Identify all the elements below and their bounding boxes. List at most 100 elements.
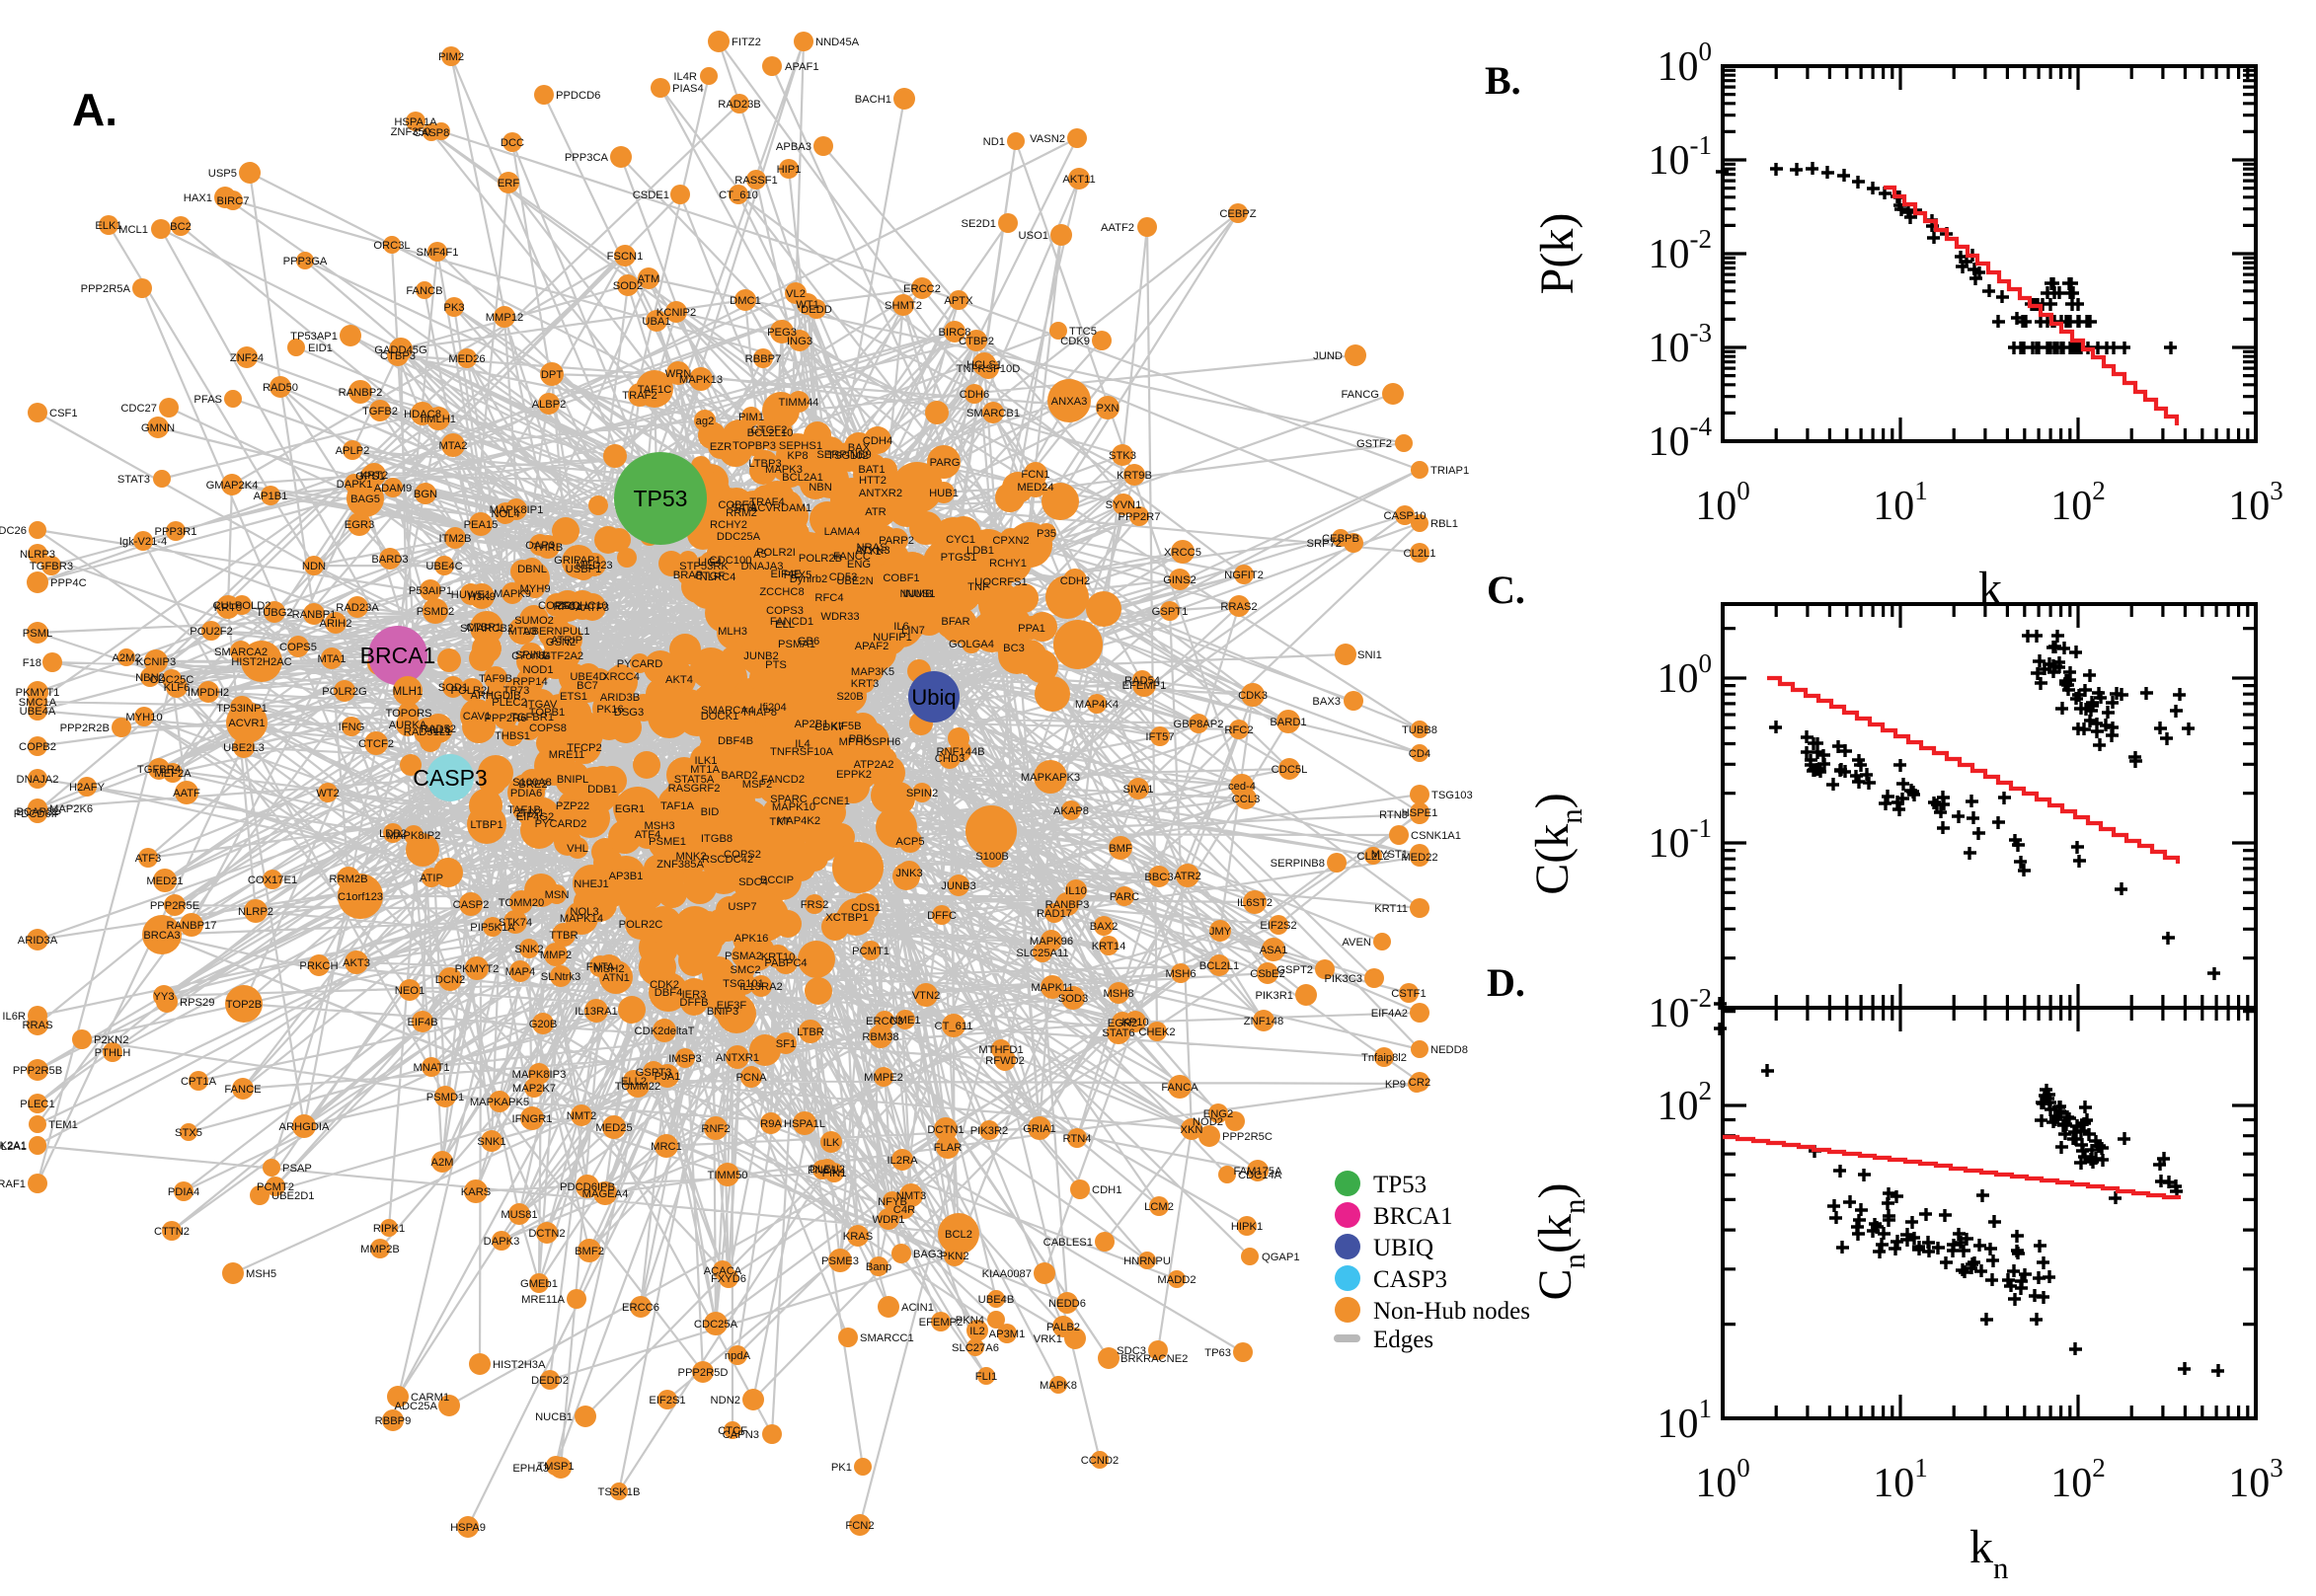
svg-text:DBF4B: DBF4B [718, 735, 753, 747]
svg-text:ATP2A2: ATP2A2 [854, 759, 894, 771]
svg-text:RFC1: RFC1 [553, 601, 581, 613]
svg-text:A5: A5 [753, 549, 767, 561]
svg-text:DCN2: DCN2 [435, 974, 465, 986]
svg-text:GMAP2K4: GMAP2K4 [206, 480, 259, 492]
svg-text:MTHFD1: MTHFD1 [978, 1044, 1023, 1056]
svg-text:MAPK3: MAPK3 [765, 464, 803, 476]
svg-text:PPP3CA: PPP3CA [565, 152, 609, 164]
svg-text:RRAS: RRAS [22, 1020, 52, 1031]
svg-text:NUMB: NUMB [900, 588, 933, 600]
svg-text:hMLH1: hMLH1 [421, 414, 456, 425]
svg-text:KRT3: KRT3 [851, 678, 879, 690]
svg-text:FXYD6: FXYD6 [711, 1273, 746, 1285]
svg-text:SLC27A6: SLC27A6 [952, 1342, 999, 1354]
svg-text:NRAS: NRAS [856, 542, 887, 554]
svg-text:TOPB1: TOPB1 [529, 707, 565, 719]
svg-text:CHD3: CHD3 [935, 753, 965, 765]
svg-text:APAF1: APAF1 [785, 61, 819, 73]
svg-text:RIPK1: RIPK1 [373, 1223, 405, 1235]
svg-text:CDK7: CDK7 [814, 722, 844, 733]
svg-text:SDC3: SDC3 [1117, 1345, 1146, 1357]
svg-text:PIAS4: PIAS4 [672, 83, 704, 95]
svg-text:MED24: MED24 [1017, 482, 1053, 494]
svg-text:SHMT2: SHMT2 [885, 300, 922, 312]
svg-text:SERPINB8: SERPINB8 [1271, 858, 1325, 870]
svg-text:MMP2: MMP2 [540, 950, 572, 961]
svg-text:TSSK1B: TSSK1B [598, 1486, 641, 1498]
svg-text:KCNIP3: KCNIP3 [136, 656, 176, 668]
svg-text:CTBP2: CTBP2 [959, 336, 994, 347]
svg-text:CTGF: CTGF [695, 570, 726, 582]
svg-text:LDB1: LDB1 [966, 545, 994, 557]
svg-text:TOP2B: TOP2B [226, 999, 262, 1011]
svg-text:TAF1B: TAF1B [507, 804, 541, 816]
svg-text:CTTN2: CTTN2 [154, 1226, 190, 1238]
svg-text:POLR2L: POLR2L [451, 685, 494, 697]
svg-text:RAD51L1: RAD51L1 [404, 726, 452, 738]
svg-text:SMARCB2: SMARCB2 [460, 623, 513, 635]
svg-text:TOPORS: TOPORS [385, 708, 431, 720]
svg-text:RBL1: RBL1 [1430, 518, 1458, 530]
svg-text:CASP3: CASP3 [413, 765, 487, 791]
svg-text:PPA1: PPA1 [1018, 623, 1045, 635]
svg-text:RAD23B: RAD23B [718, 99, 761, 111]
svg-text:WDR1: WDR1 [873, 1214, 905, 1226]
svg-text:PPP3GA: PPP3GA [283, 256, 328, 267]
svg-text:ATRIP: ATRIP [551, 635, 582, 646]
svg-text:FANCD1: FANCD1 [770, 616, 813, 628]
svg-text:DBF4: DBF4 [655, 987, 683, 999]
svg-text:CR2: CR2 [1409, 1077, 1430, 1089]
svg-text:Ubiq: Ubiq [911, 685, 956, 710]
svg-text:IL2RA: IL2RA [887, 1155, 918, 1167]
svg-text:MAP4K2: MAP4K2 [777, 815, 820, 827]
svg-text:FRS2: FRS2 [801, 899, 829, 911]
svg-text:A2M: A2M [430, 1157, 453, 1169]
svg-text:CSTF1: CSTF1 [1391, 988, 1426, 1000]
svg-text:XKN: XKN [1180, 1124, 1202, 1136]
svg-text:KIAA0087: KIAA0087 [982, 1268, 1032, 1280]
svg-text:MAPK9: MAPK9 [494, 588, 531, 600]
svg-text:BAX3: BAX3 [1312, 696, 1341, 708]
svg-text:JUNB3: JUNB3 [941, 880, 975, 892]
svg-text:BRAP: BRAP [673, 570, 703, 581]
svg-text:CARM1: CARM1 [411, 1392, 449, 1404]
svg-text:MMP2B: MMP2B [360, 1244, 400, 1255]
svg-text:NME1: NME1 [889, 1015, 920, 1026]
svg-text:TUBG2: TUBG2 [256, 607, 292, 619]
svg-text:AURKA: AURKA [389, 720, 427, 731]
svg-text:BAX: BAX [848, 442, 871, 454]
svg-text:ITGB8: ITGB8 [701, 833, 733, 845]
svg-text:MAPK10: MAPK10 [772, 801, 815, 813]
svg-text:ACVR1: ACVR1 [228, 718, 265, 729]
svg-text:P35: P35 [1037, 528, 1056, 540]
svg-text:TIMM44: TIMM44 [778, 397, 818, 409]
svg-text:TP53: TP53 [634, 486, 688, 511]
svg-text:DBNL: DBNL [517, 564, 547, 575]
svg-text:Tnfaip8l2: Tnfaip8l2 [1361, 1052, 1407, 1064]
svg-text:S100A8: S100A8 [512, 777, 552, 789]
svg-text:ATR2: ATR2 [1174, 871, 1201, 882]
svg-text:SERPINB9: SERPINB9 [816, 449, 871, 461]
svg-text:H3K9: H3K9 [468, 591, 496, 603]
svg-text:PDIA6: PDIA6 [510, 788, 542, 799]
svg-text:FANCE: FANCE [224, 1084, 261, 1096]
svg-text:COL2A1: COL2A1 [0, 1141, 27, 1153]
svg-text:KRAS: KRAS [843, 1231, 873, 1243]
svg-text:MCL1: MCL1 [118, 224, 148, 236]
svg-text:BIRC8: BIRC8 [939, 327, 971, 339]
svg-text:PNC1: PNC1 [808, 1165, 837, 1177]
svg-text:BC7: BC7 [577, 680, 598, 692]
svg-text:PALB2: PALB2 [1046, 1322, 1080, 1333]
svg-text:MAPKAPK3: MAPKAPK3 [1021, 772, 1080, 784]
svg-text:CAV1: CAV1 [463, 711, 491, 722]
svg-text:YY3: YY3 [153, 991, 174, 1003]
svg-text:npdA: npdA [725, 1350, 751, 1362]
svg-text:BMF2: BMF2 [575, 1246, 604, 1257]
svg-text:IL10: IL10 [1065, 885, 1087, 897]
svg-text:GSPT3: GSPT3 [636, 1067, 672, 1079]
svg-text:PPP2R7: PPP2R7 [1119, 511, 1161, 523]
svg-text:NOL3: NOL3 [570, 906, 598, 918]
svg-text:ATR: ATR [865, 506, 887, 518]
svg-text:ELL2: ELL2 [621, 1076, 647, 1088]
svg-text:MAPK13: MAPK13 [679, 374, 723, 386]
